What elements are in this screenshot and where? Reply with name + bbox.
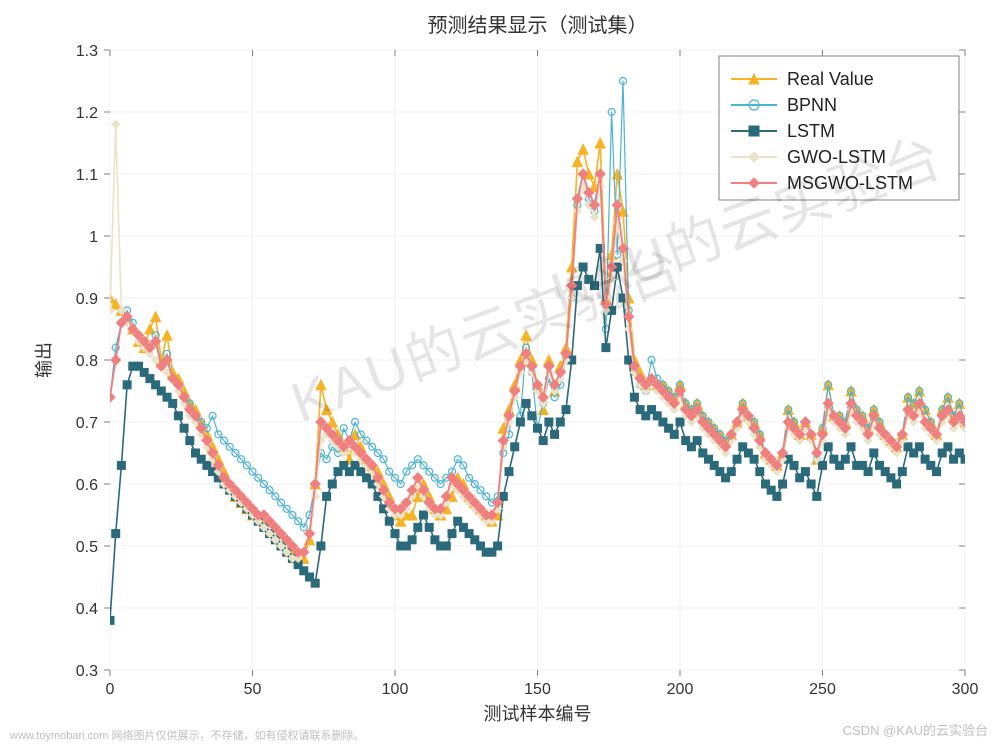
chart-svg: 0 50 100 150 200 250 300 0.3 0.4 0.5 0.6 0.7 0.8 0.9 1… [0,0,1000,749]
legend-label: LSTM [787,121,835,141]
ytick-label: 0.5 [76,539,98,556]
chart-title: 预测结果显示（测试集） [428,14,648,37]
ytick-label: 0.3 [76,663,98,680]
ytick-label: 1.1 [76,167,98,184]
legend-label: BPNN [787,95,837,115]
ytick-label: 0.7 [76,415,98,432]
legend: Real Value BPNN LSTM GWO-LSTM MSGWO-LSTM [719,56,959,200]
ytick-label: 0.9 [76,291,98,308]
ytick-label: 0.8 [76,353,98,370]
xtick-label: 300 [952,681,979,698]
legend-label: Real Value [787,69,874,89]
y-axis-label: 输出 [34,342,54,378]
ytick-label: 0.6 [76,477,98,494]
ytick-label: 0.4 [76,601,98,618]
xtick-label: 50 [244,681,262,698]
ytick-label: 1 [89,229,98,246]
footer-left-text: www.toymoban.com 网络图片仅供展示，不存储，如有侵权请联系删除。 [10,727,364,743]
xtick-label: 100 [382,681,409,698]
ytick-label: 1.3 [76,43,98,60]
footer-right-text: CSDN @KAU的云实验台 [843,720,988,739]
chart-container: 0 50 100 150 200 250 300 0.3 0.4 0.5 0.6 0.7 0.8 0.9 1… [0,0,1000,749]
legend-label: MSGWO-LSTM [787,173,913,193]
x-axis-label: 测试样本编号 [484,704,592,724]
xtick-label: 250 [809,681,836,698]
xtick-label: 0 [106,681,115,698]
xtick-label: 150 [524,681,551,698]
ytick-label: 1.2 [76,105,98,122]
legend-label: GWO-LSTM [787,147,886,167]
xtick-label: 200 [667,681,694,698]
